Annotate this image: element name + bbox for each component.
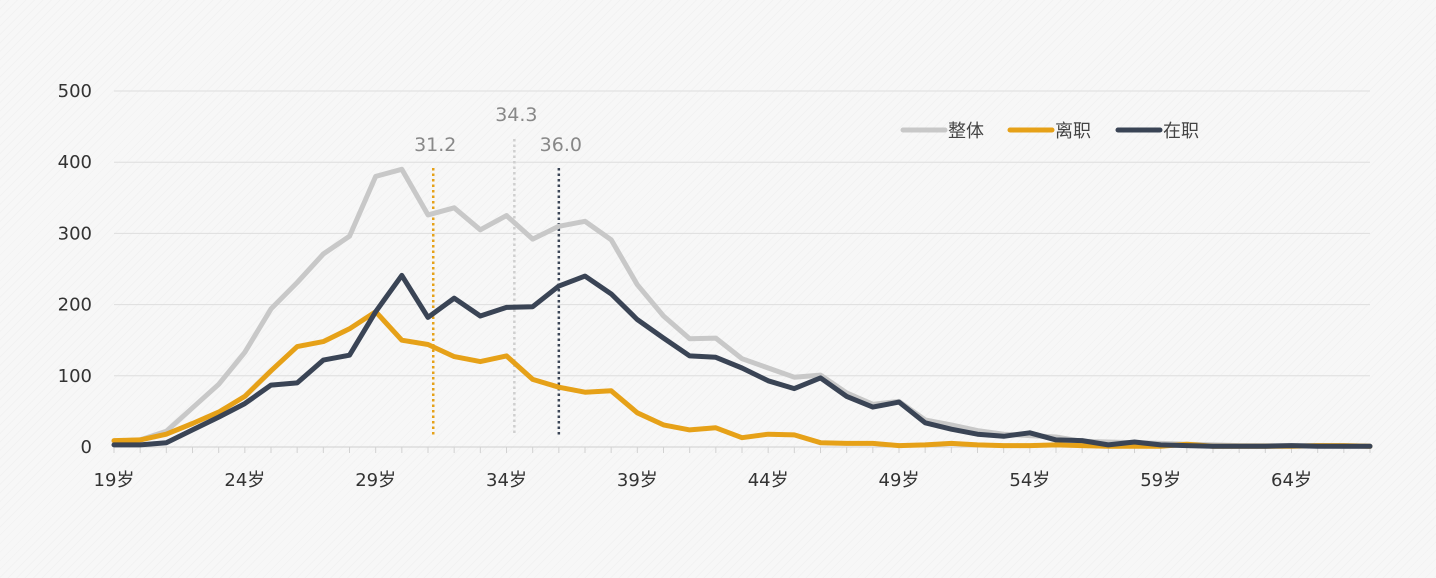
marker-label-34.3: 34.3: [495, 104, 537, 126]
series-line-0: [111, 166, 1373, 449]
x-tick-label-39: 39岁: [617, 470, 658, 491]
x-tick-label-29: 29岁: [355, 470, 396, 491]
series-lines: [111, 166, 1373, 449]
y-tick-label-300: 300: [58, 223, 92, 244]
x-tick-label-64: 64岁: [1271, 470, 1312, 491]
x-tick-label-34: 34岁: [486, 470, 527, 491]
legend-label-2: 在职: [1163, 121, 1199, 142]
y-tick-label-200: 200: [58, 295, 92, 316]
x-tick-label-49: 49岁: [879, 470, 920, 491]
y-axis: 0 100 200 300 400 500: [58, 81, 92, 458]
y-tick-label-500: 500: [58, 81, 92, 102]
legend-label-1: 离职: [1055, 121, 1091, 142]
y-tick-label-100: 100: [58, 366, 92, 387]
marker-label-31.2: 31.2: [414, 134, 456, 156]
x-tick-label-59: 59岁: [1140, 470, 1181, 491]
x-axis: 19岁 24岁 29岁 34岁 39岁 44岁 49岁 54岁 59岁 64岁: [94, 446, 1371, 491]
y-tick-label-400: 400: [58, 152, 92, 173]
mean-age-markers: 31.2 34.336.0: [414, 104, 582, 436]
legend: 整体 离职 在职: [900, 121, 1199, 142]
marker-label-36.0: 36.0: [540, 134, 582, 156]
grid-lines: [114, 90, 1370, 377]
legend-label-0: 整体: [948, 121, 984, 142]
series-line-2: [111, 272, 1373, 449]
x-tick-label-54: 54岁: [1009, 470, 1050, 491]
x-tick-label-19: 19岁: [94, 470, 135, 491]
y-tick-label-0: 0: [81, 437, 92, 458]
x-tick-label-44: 44岁: [748, 470, 789, 491]
x-tick-label-24: 24岁: [224, 470, 265, 491]
